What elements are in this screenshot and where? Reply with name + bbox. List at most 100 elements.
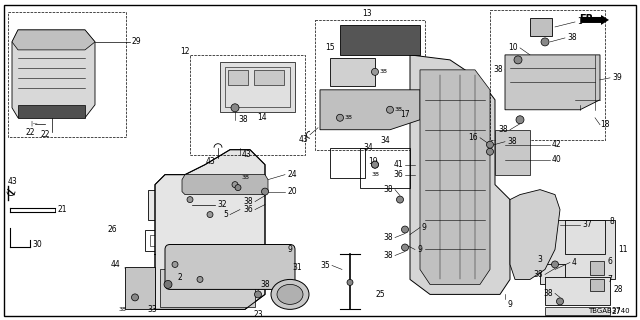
Polygon shape bbox=[182, 175, 268, 195]
Bar bbox=[330, 58, 375, 86]
Text: 35: 35 bbox=[320, 261, 330, 270]
Text: 13: 13 bbox=[362, 9, 372, 18]
Text: 9: 9 bbox=[287, 245, 292, 254]
Bar bbox=[145, 229, 195, 252]
Text: 38: 38 bbox=[383, 185, 393, 194]
Text: 30: 30 bbox=[32, 240, 42, 249]
Text: 38: 38 bbox=[395, 107, 403, 112]
Text: 9: 9 bbox=[417, 245, 422, 254]
Circle shape bbox=[164, 280, 172, 288]
Text: 38: 38 bbox=[507, 137, 516, 146]
Text: 40: 40 bbox=[552, 155, 562, 164]
Circle shape bbox=[232, 182, 238, 188]
Text: 38: 38 bbox=[238, 115, 248, 124]
Bar bbox=[148, 190, 193, 220]
Text: 38: 38 bbox=[345, 115, 353, 120]
Circle shape bbox=[401, 244, 408, 251]
Text: 29: 29 bbox=[132, 37, 141, 46]
Text: 23: 23 bbox=[253, 310, 263, 319]
Text: 38: 38 bbox=[493, 65, 503, 74]
Circle shape bbox=[557, 298, 563, 305]
Text: 36: 36 bbox=[243, 205, 253, 214]
Polygon shape bbox=[505, 55, 600, 110]
Bar bbox=[565, 220, 605, 254]
Bar bbox=[490, 10, 605, 140]
Text: 15: 15 bbox=[325, 43, 335, 52]
Text: 38: 38 bbox=[567, 33, 577, 43]
Bar bbox=[530, 18, 552, 36]
Text: 21: 21 bbox=[58, 205, 67, 214]
Circle shape bbox=[397, 196, 403, 203]
Text: 10: 10 bbox=[508, 44, 518, 52]
Text: 9: 9 bbox=[508, 300, 513, 309]
Text: 43: 43 bbox=[242, 150, 252, 159]
Circle shape bbox=[347, 279, 353, 285]
Circle shape bbox=[172, 261, 178, 268]
Text: 19: 19 bbox=[368, 157, 378, 166]
Text: 31: 31 bbox=[292, 263, 301, 272]
Text: 7: 7 bbox=[607, 275, 612, 284]
Text: FR.: FR. bbox=[579, 14, 597, 24]
Text: 44: 44 bbox=[110, 260, 120, 269]
FancyBboxPatch shape bbox=[165, 244, 295, 289]
Bar bbox=[330, 148, 365, 178]
Polygon shape bbox=[125, 268, 155, 309]
Text: 1: 1 bbox=[577, 18, 582, 27]
Circle shape bbox=[197, 276, 203, 283]
Bar bbox=[315, 20, 425, 150]
Circle shape bbox=[187, 196, 193, 203]
Bar bbox=[545, 308, 610, 315]
Text: 8: 8 bbox=[609, 217, 614, 226]
Bar bbox=[360, 148, 410, 188]
Polygon shape bbox=[18, 105, 85, 118]
Text: 28: 28 bbox=[613, 285, 623, 294]
Text: 14: 14 bbox=[257, 113, 267, 122]
Polygon shape bbox=[320, 90, 420, 130]
Circle shape bbox=[337, 114, 344, 121]
Bar bbox=[160, 269, 255, 308]
Bar bbox=[190, 55, 305, 155]
Text: 34: 34 bbox=[363, 143, 373, 152]
Circle shape bbox=[207, 212, 213, 218]
Text: 4: 4 bbox=[572, 258, 577, 267]
Text: TBGAB3740: TBGAB3740 bbox=[588, 308, 630, 314]
Text: 38: 38 bbox=[499, 125, 508, 134]
Text: 6: 6 bbox=[607, 257, 612, 266]
Text: 22: 22 bbox=[40, 130, 50, 139]
Ellipse shape bbox=[271, 279, 309, 309]
Text: 11: 11 bbox=[618, 245, 627, 254]
Text: 38: 38 bbox=[371, 172, 379, 177]
Circle shape bbox=[255, 291, 262, 298]
Circle shape bbox=[231, 104, 239, 112]
Circle shape bbox=[516, 116, 524, 124]
Circle shape bbox=[486, 148, 493, 155]
Bar bbox=[590, 261, 604, 276]
Text: 20: 20 bbox=[287, 187, 296, 196]
Circle shape bbox=[552, 261, 559, 268]
Text: 36: 36 bbox=[393, 170, 403, 179]
Text: 26: 26 bbox=[108, 225, 117, 234]
Bar bbox=[155, 196, 185, 213]
Bar bbox=[545, 220, 615, 279]
Text: 38: 38 bbox=[533, 270, 543, 279]
Bar bbox=[545, 277, 610, 305]
Circle shape bbox=[371, 68, 378, 75]
Text: 3: 3 bbox=[538, 255, 543, 264]
Bar bbox=[220, 62, 295, 112]
Circle shape bbox=[371, 161, 378, 168]
Text: 12: 12 bbox=[180, 47, 190, 56]
Text: 37: 37 bbox=[582, 220, 592, 229]
Text: 24: 24 bbox=[287, 170, 296, 179]
Circle shape bbox=[486, 141, 493, 148]
Text: 16: 16 bbox=[468, 133, 478, 142]
Text: 2: 2 bbox=[177, 273, 182, 282]
Text: 22: 22 bbox=[26, 128, 35, 137]
Text: 25: 25 bbox=[375, 290, 385, 299]
Text: 43: 43 bbox=[8, 177, 18, 186]
Bar bbox=[228, 70, 248, 85]
Ellipse shape bbox=[277, 284, 303, 304]
Text: 38: 38 bbox=[380, 69, 388, 74]
Text: 17: 17 bbox=[401, 110, 410, 119]
Polygon shape bbox=[410, 55, 510, 294]
Text: 34: 34 bbox=[380, 136, 390, 145]
